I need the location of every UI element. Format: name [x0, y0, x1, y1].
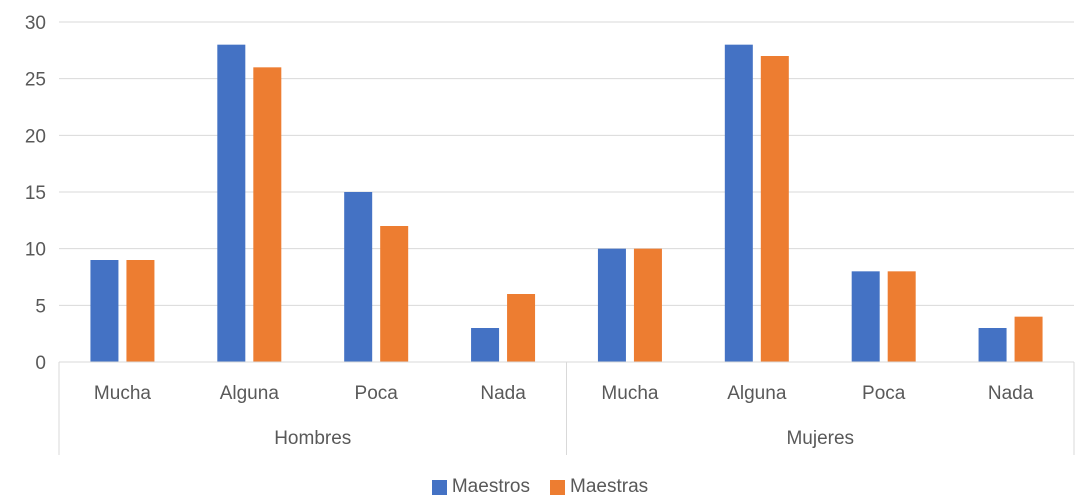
group-label: Hombres	[274, 428, 351, 449]
legend-swatch-maestros	[431, 479, 447, 495]
ytick-label: 10	[25, 240, 46, 261]
xtick-label: Nada	[480, 383, 526, 404]
bar-maestras-1	[126, 260, 155, 362]
bar-maestras-7	[887, 271, 916, 362]
ytick-label: 15	[25, 183, 46, 204]
bar-maestros-5	[597, 248, 626, 362]
xtick-label: Poca	[355, 383, 399, 404]
bar-maestras-6	[760, 56, 789, 362]
group-label: Mujeres	[786, 428, 854, 449]
legend-item-maestras: Maestras	[550, 476, 648, 498]
bar-maestros-3	[344, 192, 373, 362]
bar-maestras-5	[633, 248, 662, 362]
ytick-label: 30	[25, 13, 46, 34]
xtick-label: Nada	[988, 383, 1034, 404]
ytick-label: 0	[35, 353, 46, 374]
chart-plot: 0 5 10 15 20 25 30 Mucha Alguna Poca Nada Mucha Alg…	[25, 13, 1075, 455]
legend-item-maestros: Maestros	[431, 476, 530, 498]
legend-swatch-maestras	[550, 479, 565, 495]
xtick-label: Mucha	[601, 383, 658, 404]
bar-maestros-8	[978, 328, 1007, 362]
bar-maestros-4	[471, 328, 500, 362]
bar-maestras-4	[507, 294, 536, 362]
ytick-label: 5	[35, 296, 46, 317]
ytick-label: 25	[25, 70, 46, 91]
ytick-label: 20	[25, 126, 46, 147]
bar-maestras-2	[253, 67, 282, 362]
xtick-label: Poca	[862, 383, 906, 404]
xtick-label: Mucha	[94, 383, 151, 404]
bar-maestras-3	[380, 226, 409, 362]
bar-maestros-7	[851, 271, 880, 362]
xtick-label: Alguna	[727, 383, 787, 404]
bar-maestras-8	[1014, 316, 1043, 362]
legend: Maestros Maestras	[0, 476, 1080, 498]
legend-label-maestros: Maestros	[451, 476, 530, 497]
legend-label-maestras: Maestras	[570, 476, 649, 497]
bar-maestros-6	[724, 44, 753, 363]
bar-maestros-2	[217, 44, 246, 363]
bar-maestros-1	[90, 260, 119, 362]
xtick-label: Alguna	[220, 383, 280, 404]
